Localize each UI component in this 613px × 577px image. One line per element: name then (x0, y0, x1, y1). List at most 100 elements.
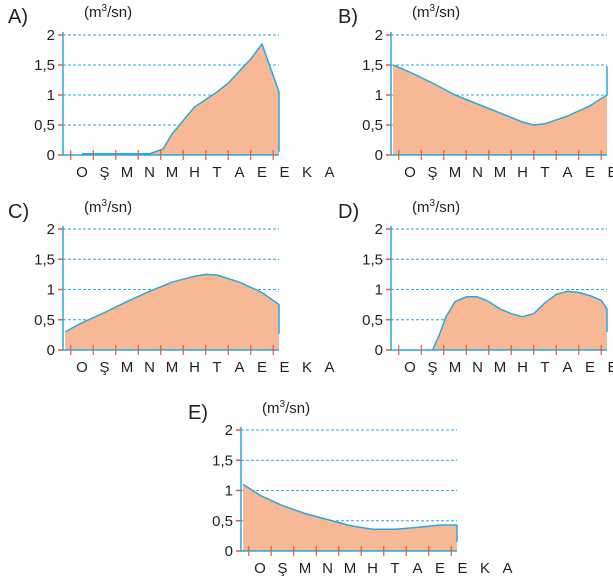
unit-superscript: 3 (280, 399, 286, 410)
x-tick-label: N (472, 164, 483, 181)
option-label: D) (338, 201, 359, 223)
chart-panel: 00,511,52O Ş M N M H T A E E K AE) (m3/sn) (188, 399, 513, 577)
x-tick-label: T (540, 164, 549, 181)
x-tick-label: E (585, 164, 595, 181)
chart-panel: 00,511,52O Ş M N M H T A E E K AC) (m3/sn) (8, 198, 335, 376)
option-label: B) (338, 6, 358, 28)
y-tick-label: 1 (375, 282, 383, 299)
discharge-line (392, 64, 608, 126)
x-tick-label: E (279, 359, 289, 376)
x-tick-label: E (585, 359, 595, 376)
x-tick-label: H (517, 164, 528, 181)
y-tick-label: 1,5 (362, 251, 383, 268)
option-label: A) (8, 6, 28, 28)
y-tick-label: 1 (225, 483, 233, 500)
unit-base: (m (262, 400, 280, 417)
x-tick-label: E (607, 164, 613, 181)
x-tick-label: M (449, 359, 462, 376)
y-tick-label: 0,5 (34, 312, 55, 329)
x-tick-label: T (390, 560, 399, 577)
unit-base: (m (84, 199, 102, 216)
x-tick-label: E (607, 359, 613, 376)
unit-base: (m (412, 4, 430, 21)
chart-panel: 00,511,52OŞMNMHTAEEKAD)(m3/sn) (338, 198, 613, 376)
x-tick-label: O (254, 560, 266, 577)
x-tick-label: A (412, 560, 422, 577)
discharge-line (431, 290, 608, 351)
unit-tail: /sn) (285, 400, 310, 417)
x-tick-label: K (480, 560, 490, 577)
chart-panel: 00,511,52O Ş M N M H T A E E K AA) (m3/sn) (8, 3, 335, 181)
unit-tail: /sn) (435, 4, 460, 21)
x-tick-label: Ş (99, 359, 109, 376)
x-tick-label: O (76, 164, 88, 181)
discharge-line (242, 483, 458, 542)
x-tick-label: E (257, 359, 267, 376)
discharge-area (432, 291, 607, 350)
unit-tail: /sn) (107, 199, 132, 216)
y-tick-label: 0,5 (362, 312, 383, 329)
y-tick-label: 1 (375, 87, 383, 104)
x-tick-label: K (302, 359, 312, 376)
y-tick-label: 1 (47, 282, 55, 299)
y-tick-label: 2 (375, 221, 383, 238)
discharge-area (82, 44, 279, 155)
y-tick-label: 0 (47, 147, 55, 164)
y-tick-label: 0 (375, 342, 383, 359)
x-tick-label: E (257, 164, 267, 181)
chart-panel: 00,511,52OŞMNMHTAEEKAB)(m3/sn) (338, 3, 613, 181)
x-tick-label: M (494, 164, 507, 181)
unit-tail: /sn) (435, 199, 460, 216)
unit-superscript: 3 (430, 3, 436, 14)
x-tick-label: A (502, 560, 512, 577)
y-tick-label: 0,5 (362, 117, 383, 134)
discharge-area (243, 484, 457, 551)
x-tick-label: H (189, 359, 200, 376)
y-tick-label: 0,5 (212, 513, 233, 530)
x-tick-label: O (76, 359, 88, 376)
x-tick-label: H (517, 359, 528, 376)
x-tick-label: A (324, 359, 334, 376)
x-tick-label: A (324, 164, 334, 181)
y-tick-label: 2 (225, 422, 233, 439)
x-tick-label: A (562, 359, 572, 376)
y-tick-label: 1,5 (34, 57, 55, 74)
x-tick-label: K (302, 164, 312, 181)
option-label: C) (8, 201, 29, 223)
y-tick-label: 2 (375, 27, 383, 44)
x-tick-label: N (322, 560, 333, 577)
y-tick-label: 2 (47, 221, 55, 238)
y-tick-label: 0 (225, 543, 233, 560)
y-tick-label: 0 (375, 147, 383, 164)
x-tick-label: M (121, 359, 134, 376)
y-tick-label: 1 (47, 87, 55, 104)
x-tick-label: E (279, 164, 289, 181)
x-tick-label: M (121, 164, 134, 181)
x-tick-label: M (299, 560, 312, 577)
x-tick-label: O (404, 164, 416, 181)
x-tick-label: Ş (99, 164, 109, 181)
y-axis-unit: (m3/sn) (412, 198, 460, 216)
y-axis-unit: (m3/sn) (84, 198, 132, 216)
x-tick-label: M (166, 359, 179, 376)
x-tick-label: Ş (427, 164, 437, 181)
y-tick-label: 1,5 (34, 251, 55, 268)
y-axis-unit: (m3/sn) (262, 399, 310, 417)
unit-superscript: 3 (102, 3, 108, 14)
x-tick-label: Ş (277, 560, 287, 577)
x-tick-label: M (449, 164, 462, 181)
y-tick-label: 0,5 (34, 117, 55, 134)
x-tick-label: N (144, 164, 155, 181)
x-tick-label: N (144, 359, 155, 376)
unit-superscript: 3 (430, 198, 436, 209)
x-tick-label: O (404, 359, 416, 376)
x-tick-label: T (540, 359, 549, 376)
discharge-line (64, 273, 280, 334)
x-tick-label: A (562, 164, 572, 181)
unit-base: (m (412, 199, 430, 216)
x-tick-label: M (494, 359, 507, 376)
x-tick-label: E (457, 560, 467, 577)
option-label: E) (188, 402, 208, 424)
y-axis-unit: (m3/sn) (84, 3, 132, 21)
y-tick-label: 2 (47, 27, 55, 44)
